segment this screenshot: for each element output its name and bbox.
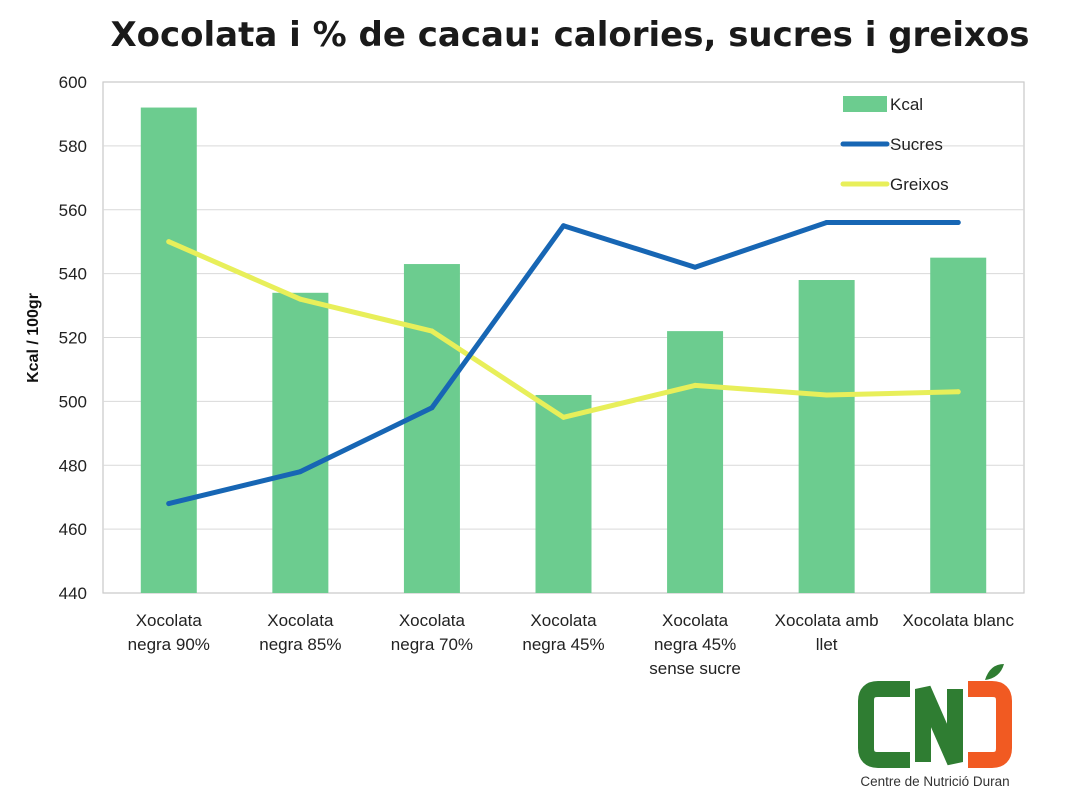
logo-letter-n: [915, 685, 963, 766]
point-greixos: [561, 414, 566, 420]
bar-kcal: [140, 107, 197, 594]
line-series: [166, 220, 961, 507]
x-tick-label-line: Xocolata: [267, 611, 334, 630]
point-greixos: [955, 389, 961, 395]
x-tick-label-line: Xocolata: [136, 611, 203, 630]
point-greixos: [692, 382, 698, 388]
y-tick-label: 600: [59, 73, 87, 92]
legend-label-kcal: Kcal: [890, 95, 923, 114]
point-sucres: [297, 469, 303, 475]
x-tick-label: Xocolata blanc: [902, 611, 1014, 630]
bar-kcal: [403, 264, 460, 593]
bar-kcal: [535, 394, 592, 593]
y-tick-label: 480: [59, 456, 87, 475]
plot-area: 440 460 480 500 520 540 560 580 600 Xocolata negr…: [59, 73, 1025, 678]
chart-title: Xocolata i % de cacau: calories, sucres …: [110, 15, 1029, 55]
point-sucres: [166, 501, 172, 507]
y-axis: 440 460 480 500 520 540 560 580 600: [59, 73, 87, 603]
x-tick-label-line: Xocolata: [530, 611, 597, 630]
y-tick-label: 540: [59, 265, 87, 284]
logo-letter-d: [968, 681, 1012, 768]
point-sucres: [955, 220, 961, 226]
x-tick-label-line: llet: [816, 635, 838, 654]
x-tick-label-line: Xocolata: [399, 611, 466, 630]
x-tick-label-line: Xocolata blanc: [902, 611, 1014, 630]
y-tick-label: 580: [59, 137, 87, 156]
y-tick-label: 560: [59, 201, 87, 220]
point-greixos: [429, 328, 435, 334]
point-sucres: [429, 405, 435, 411]
y-tick-label: 460: [59, 520, 87, 539]
x-tick-label-line: negra 90%: [128, 635, 210, 654]
legend-swatch-kcal: [843, 96, 887, 112]
bar-kcal: [930, 257, 987, 593]
x-tick-label-line: Xocolata: [662, 611, 729, 630]
point-sucres: [692, 264, 698, 270]
x-tick-label-line: sense sucre: [649, 659, 741, 678]
logo-leaf-icon: [985, 664, 1004, 680]
x-axis: Xocolata negra 90%Xocolata negra 85%Xocola…: [128, 611, 1015, 678]
point-sucres: [561, 223, 566, 229]
bar-kcal: [272, 292, 329, 593]
legend-label-greixos: Greixos: [890, 175, 949, 194]
x-tick-label-line: negra 70%: [391, 635, 473, 654]
x-tick-label: Xocolata negra 90%: [128, 611, 210, 654]
logo-letter-c: [858, 681, 910, 768]
point-greixos: [297, 296, 303, 302]
bar-series: [140, 107, 987, 594]
x-tick-label: Xocolata negra 85%: [259, 611, 341, 654]
x-tick-label-line: negra 85%: [259, 635, 341, 654]
x-tick-label-line: Xocolata amb: [775, 611, 879, 630]
point-greixos: [166, 239, 172, 245]
logo: Centre de Nutrició Duran: [858, 664, 1012, 789]
y-tick-label: 440: [59, 584, 87, 603]
x-tick-label: Xocolata negra 45% sense sucre: [649, 611, 741, 678]
x-tick-label-line: negra 45%: [654, 635, 736, 654]
x-tick-label: Xocolata negra 70%: [391, 611, 473, 654]
logo-subtitle: Centre de Nutrició Duran: [860, 774, 1009, 789]
y-tick-label: 500: [59, 392, 87, 411]
bar-kcal: [667, 331, 724, 593]
x-tick-label: Xocolata negra 45%: [522, 611, 604, 654]
legend: Kcal Sucres Greixos: [840, 95, 949, 194]
y-axis-label: Kcal / 100gr: [25, 293, 42, 383]
legend-label-sucres: Sucres: [890, 135, 943, 154]
point-greixos: [824, 392, 830, 398]
x-tick-label: Xocolata amb llet: [775, 611, 879, 654]
y-tick-label: 520: [59, 329, 87, 348]
bar-kcal: [798, 280, 855, 593]
x-tick-label-line: negra 45%: [522, 635, 604, 654]
point-sucres: [824, 220, 830, 226]
